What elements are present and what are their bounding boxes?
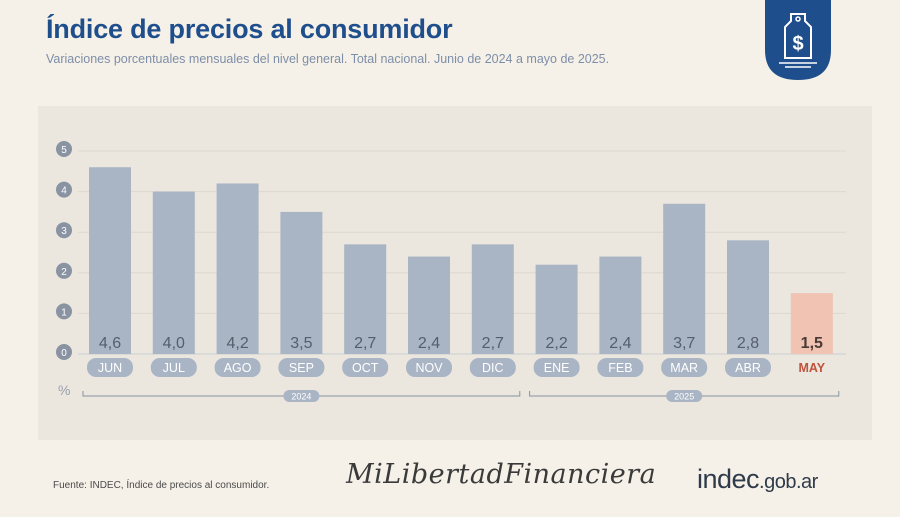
price-tag-dollar-icon: $ [765, 0, 831, 80]
x-tick-pill [87, 358, 133, 377]
bar [280, 211, 323, 354]
x-tick-pill [406, 358, 452, 377]
x-tick-pill [342, 358, 389, 377]
year-pill [283, 390, 320, 402]
bar [599, 256, 642, 354]
page-subtitle: Variaciones porcentuales mensuales del n… [46, 52, 610, 66]
y-tick-label: 5 [61, 145, 67, 156]
bar-value-label: 2,7 [354, 335, 376, 352]
x-tick-pill [469, 358, 516, 377]
y-tick-marker [56, 181, 72, 198]
bar [89, 167, 131, 354]
x-tick-label: AGO [224, 361, 252, 375]
bar [216, 183, 259, 354]
x-tick-label: DIC [482, 361, 504, 375]
bar-value-label: 2,8 [737, 335, 759, 352]
indec-logo-domain: .gob.ar [759, 471, 818, 493]
indec-logo-main: indec [697, 464, 760, 494]
y-tick-label: 3 [61, 226, 67, 237]
source-note: Fuente: INDEC, Índice de precios al cons… [53, 480, 270, 491]
year-pill [666, 390, 703, 402]
year-label: 2025 [674, 392, 694, 402]
y-tick-label: 4 [61, 186, 67, 197]
bar-value-label: 4,2 [226, 335, 248, 352]
bar [408, 256, 450, 354]
y-tick-marker [56, 141, 72, 157]
bar-value-label: 3,7 [673, 335, 695, 352]
bar-value-label: 2,4 [609, 335, 631, 352]
x-tick-label: SEP [289, 361, 314, 375]
bar [535, 264, 578, 354]
y-axis-label: % [58, 382, 70, 398]
x-tick-pill [150, 358, 197, 377]
bar-value-label: 4,6 [99, 335, 121, 352]
y-tick-label: 2 [61, 267, 67, 278]
year-label: 2024 [291, 392, 311, 402]
bar [790, 293, 833, 354]
x-tick-pill [278, 358, 325, 377]
x-tick-pill [597, 358, 644, 377]
page-title: Índice de precios al consumidor [46, 14, 453, 44]
x-tick-pill [533, 358, 580, 377]
y-tick-marker [56, 262, 72, 279]
bar-value-label: 2,2 [545, 335, 567, 352]
y-tick-label: 0 [61, 348, 67, 359]
x-tick-pill [214, 358, 261, 377]
bar [727, 240, 769, 354]
bar [152, 191, 195, 354]
x-tick-label: OCT [352, 361, 379, 375]
x-tick-label: MAY [798, 361, 825, 375]
x-tick-label: JUL [163, 361, 185, 375]
dollar-symbol: $ [792, 33, 803, 55]
grid-layer [78, 150, 846, 355]
x-tick-pill [725, 358, 771, 377]
bar-value-label: 2,4 [418, 335, 440, 352]
y-tick-marker [56, 303, 72, 320]
axis-layer: 0 1 2 3 4 5 JUN JUL AGO SEP OCT NOV DIC ENE FEB MAR ABR M… [56, 141, 840, 402]
x-tick-label: FEB [608, 361, 632, 375]
y-tick-marker [56, 222, 72, 239]
y-tick-marker [56, 344, 72, 360]
bar [344, 244, 387, 354]
x-tick-label: MAR [670, 361, 698, 375]
x-tick-pill [661, 358, 708, 377]
bar [663, 203, 706, 354]
y-tick-label: 1 [61, 307, 67, 318]
signature-watermark: MiLibertadFinanciera [346, 459, 657, 490]
bar-value-label: 1,5 [801, 335, 823, 352]
x-tick-label: NOV [415, 361, 443, 375]
x-tick-label: ENE [544, 361, 570, 375]
bar-value-label: 3,5 [290, 335, 312, 352]
bar-value-label: 4,0 [163, 335, 185, 352]
bars-layer: 4,6 4,0 4,2 3,5 2,7 2,4 2,7 2,2 2,4 3,7 2,8 1,5 [89, 167, 833, 354]
bar [471, 244, 514, 354]
x-tick-label: JUN [98, 361, 122, 375]
bar-value-label: 2,7 [482, 335, 504, 352]
indec-logo: indec.gob.ar [697, 464, 818, 495]
x-tick-label: ABR [735, 361, 761, 375]
